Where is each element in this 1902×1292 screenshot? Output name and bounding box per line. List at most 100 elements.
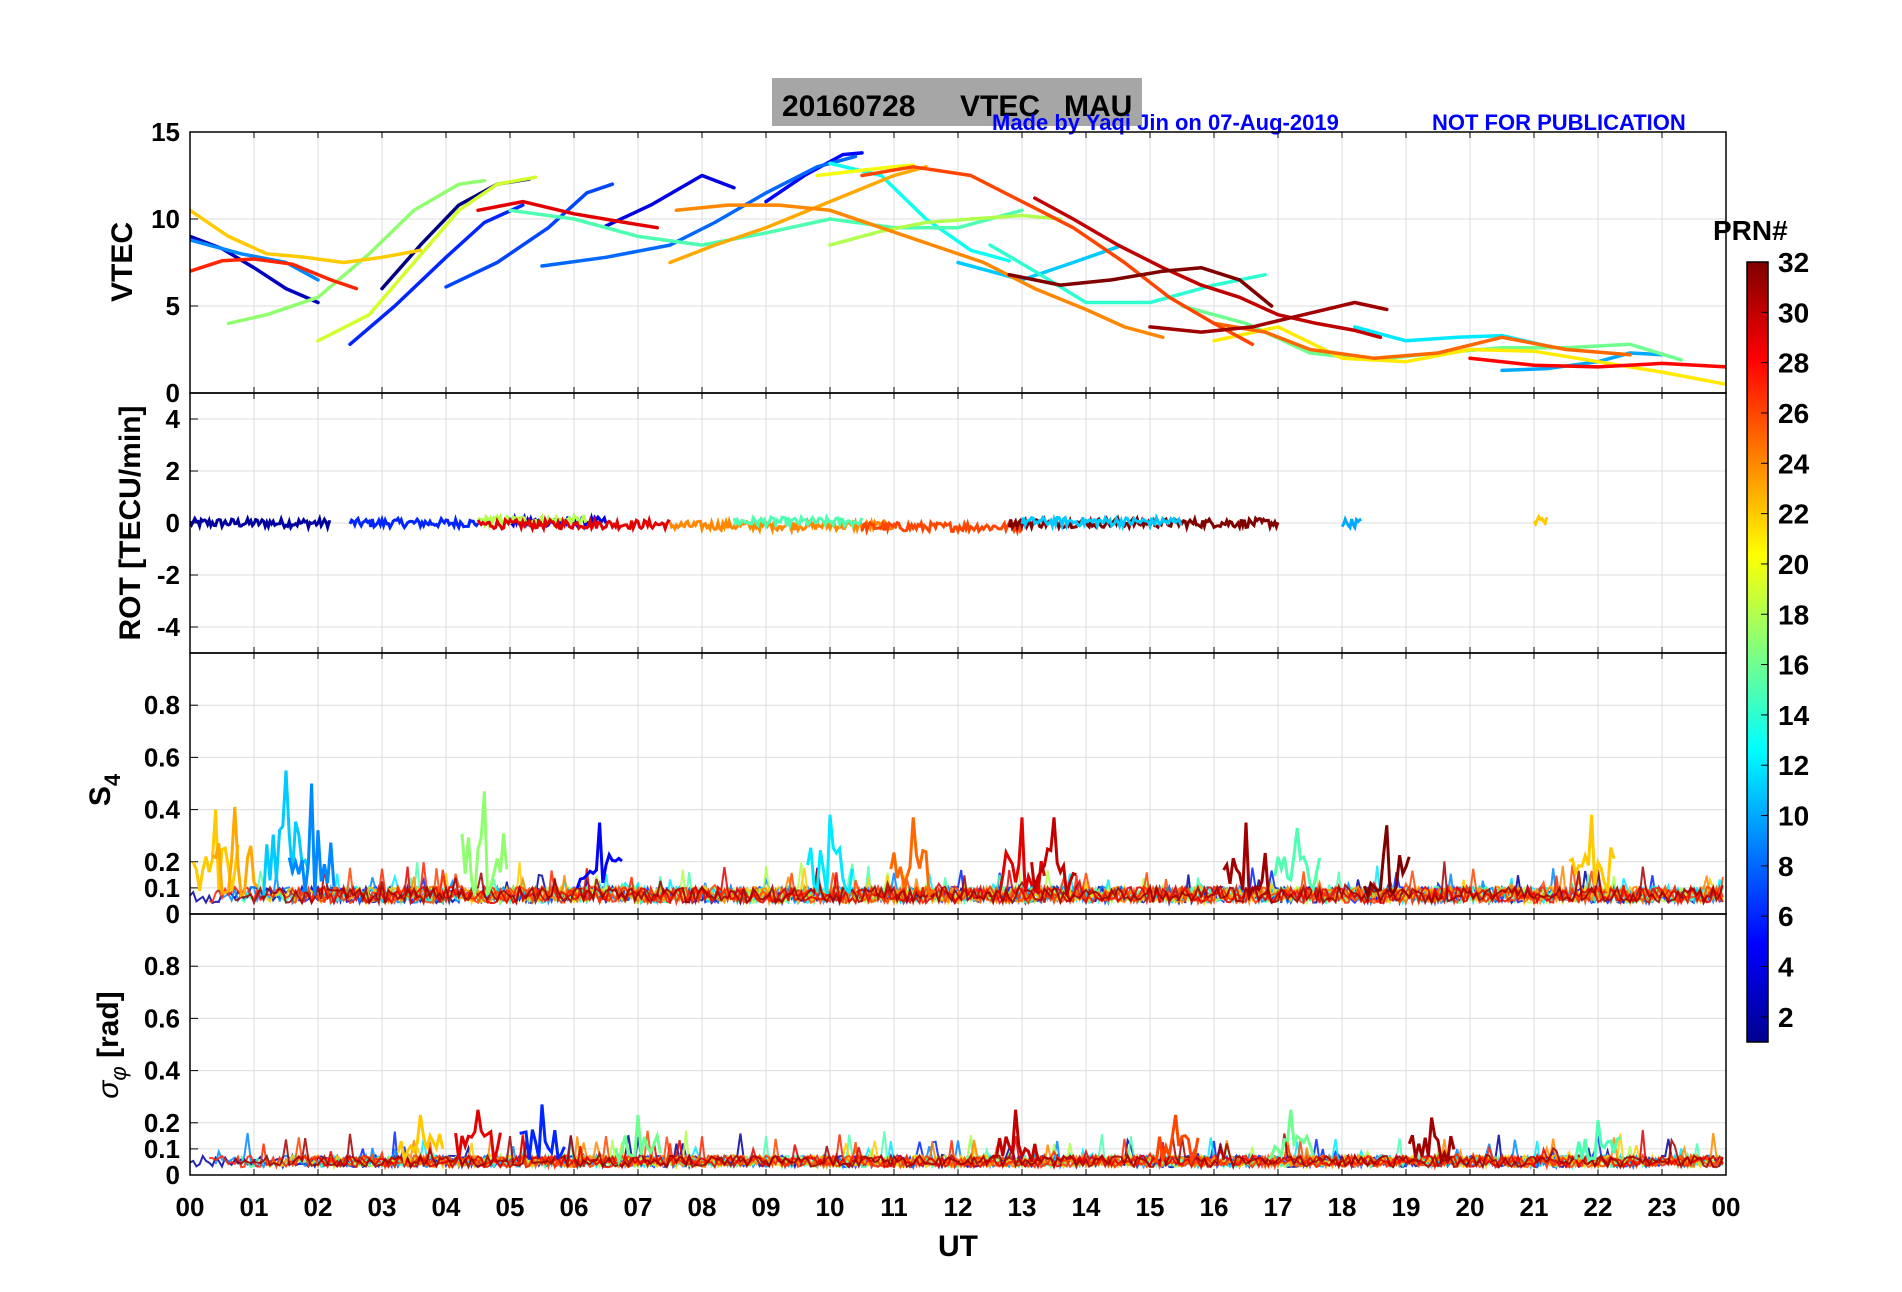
x-tick-label: 18 [1328, 1192, 1357, 1222]
y-tick-label: 0 [166, 508, 180, 538]
series-line-prn-11 [1020, 513, 1183, 532]
notice-text: NOT FOR PUBLICATION [1432, 110, 1686, 135]
spike-prn-22 [396, 1114, 445, 1166]
y-tick-label: 0.1 [144, 1134, 180, 1164]
y-tick-label: 0.6 [144, 1003, 180, 1033]
sigma-phi-panel: 00.10.2 0.4 0.6 0.8 [144, 913, 1727, 1190]
spike-prn-26 [1152, 1114, 1200, 1164]
x-tick-label: 20 [1456, 1192, 1485, 1222]
y-tick-label: 0.8 [144, 951, 180, 981]
series-line-prn-23 [668, 165, 928, 265]
spike-prn-29 [454, 1109, 502, 1162]
colorbar-tick-label: 8 [1778, 851, 1794, 882]
plot-area [190, 770, 1724, 907]
plot-area [190, 151, 1726, 387]
spike-prn-30 [992, 1109, 1040, 1163]
colorbar-tick-label: 14 [1778, 700, 1810, 731]
x-tick-label: 09 [752, 1192, 781, 1222]
noise-trace-prn-31 [234, 861, 1724, 907]
y-tick-label: 0 [166, 378, 180, 408]
spike-prn-5 [575, 822, 623, 889]
x-tick-labels: 00 01 02 03 04 05 06 07 08 09 10 11 12 13 14 15 16 17 18 19… [176, 1192, 1741, 1222]
y-tick-label: 0.1 [144, 873, 180, 903]
series-line-prn-13 [828, 161, 1011, 263]
spike-prn-9 [287, 783, 336, 896]
spike-prn-11 [262, 770, 310, 896]
series-line-prn-6 [348, 513, 480, 532]
series-line-prn-27 [190, 257, 359, 291]
series-line-prn-15 [508, 208, 1024, 247]
x-tick-label: 03 [368, 1192, 397, 1222]
x-tick-label: 16 [1200, 1192, 1229, 1222]
series-line-prn-22 [190, 208, 423, 265]
colorbar-tick-label: 2 [1778, 1002, 1794, 1033]
y-tick-label: 0 [166, 899, 180, 929]
plot-area [190, 1104, 1724, 1171]
spike-prn-31 [1222, 822, 1270, 902]
series-line-prn-18 [828, 213, 1063, 247]
series-line-prn-25 [1212, 321, 1632, 360]
spike-prn-23 [211, 806, 259, 898]
series-line-prn-24 [668, 515, 895, 536]
x-tick-label: 23 [1648, 1192, 1677, 1222]
series-line-prn-30 [1033, 196, 1383, 340]
x-tick-label: 01 [240, 1192, 269, 1222]
series-line-prn-7 [444, 182, 615, 289]
title-station: MAU [1064, 90, 1132, 123]
y-tick-label: 4 [166, 404, 181, 434]
colorbar-tick-label: 10 [1778, 801, 1809, 832]
series-line-prn-22 [1532, 513, 1549, 528]
spike-prn-30 [1030, 817, 1077, 896]
series-line-prn-12 [1353, 325, 1549, 348]
colorbar [1746, 261, 1769, 1043]
x-tick-label: 04 [432, 1192, 461, 1222]
series-line-prn-31 [1148, 300, 1389, 334]
colorbar-tick-label: 30 [1778, 297, 1809, 328]
y-tick-label: 0 [166, 1160, 180, 1190]
y-tick-label: 0.2 [144, 1108, 180, 1138]
x-tick-label: 05 [496, 1192, 525, 1222]
series-line-prn-8 [540, 154, 858, 268]
rot-panel: -4 -2 0 2 4 [157, 392, 1727, 654]
y-tick-label: -4 [157, 612, 181, 642]
x-tick-label: 00 [1712, 1192, 1741, 1222]
colorbar-tick-label: 32 [1778, 247, 1809, 278]
series-line-prn-29 [476, 514, 671, 534]
credit-text: Made by Yaqi Jin on 07-Aug-2019 [992, 110, 1339, 135]
y-tick-label: 5 [166, 291, 180, 321]
s4-panel: 00.10.2 0.4 0.6 0.8 [144, 652, 1727, 929]
title-date: 20160728 [782, 90, 915, 123]
series-line-prn-14 [988, 243, 1267, 305]
series-line-prn-2 [190, 513, 331, 533]
svg-text:σφ [rad]: σφ [rad] [92, 991, 131, 1098]
title-product: VTEC [960, 90, 1040, 123]
colorbar-tick-label: 26 [1778, 398, 1809, 429]
y-tick-label: 0.2 [144, 847, 180, 877]
y-tick-label: 2 [166, 456, 180, 486]
x-tick-label: 14 [1072, 1192, 1101, 1222]
y-tick-label: 15 [151, 117, 180, 147]
x-tick-label: 00 [176, 1192, 205, 1222]
axes-box [189, 913, 1727, 1176]
colorbar-tick-label: 16 [1778, 650, 1809, 681]
spike-prn-25 [889, 817, 937, 900]
spike-prn-17 [460, 791, 509, 896]
colorbar-tick-label: 24 [1778, 448, 1810, 479]
x-tick-label: 19 [1392, 1192, 1421, 1222]
x-tick-label: 07 [624, 1192, 653, 1222]
y-tick-label: 0.4 [144, 1056, 181, 1086]
x-tick-label: 10 [816, 1192, 845, 1222]
series-line-prn-21 [1212, 325, 1726, 387]
series-line-prn-18 [476, 512, 588, 531]
series-line-prn-32 [1007, 265, 1274, 308]
s4-ylabel: S4 [84, 773, 125, 806]
series-line-prn-28 [1468, 356, 1726, 369]
series-line-prn-9 [190, 238, 320, 282]
spike-prn-15 [1273, 827, 1322, 894]
x-tick-label: 17 [1264, 1192, 1293, 1222]
spike-prn-6 [519, 1104, 566, 1161]
plot-area [190, 512, 1549, 537]
colorbar-title: PRN# [1713, 215, 1788, 246]
series-line-prn-10 [1340, 515, 1362, 532]
